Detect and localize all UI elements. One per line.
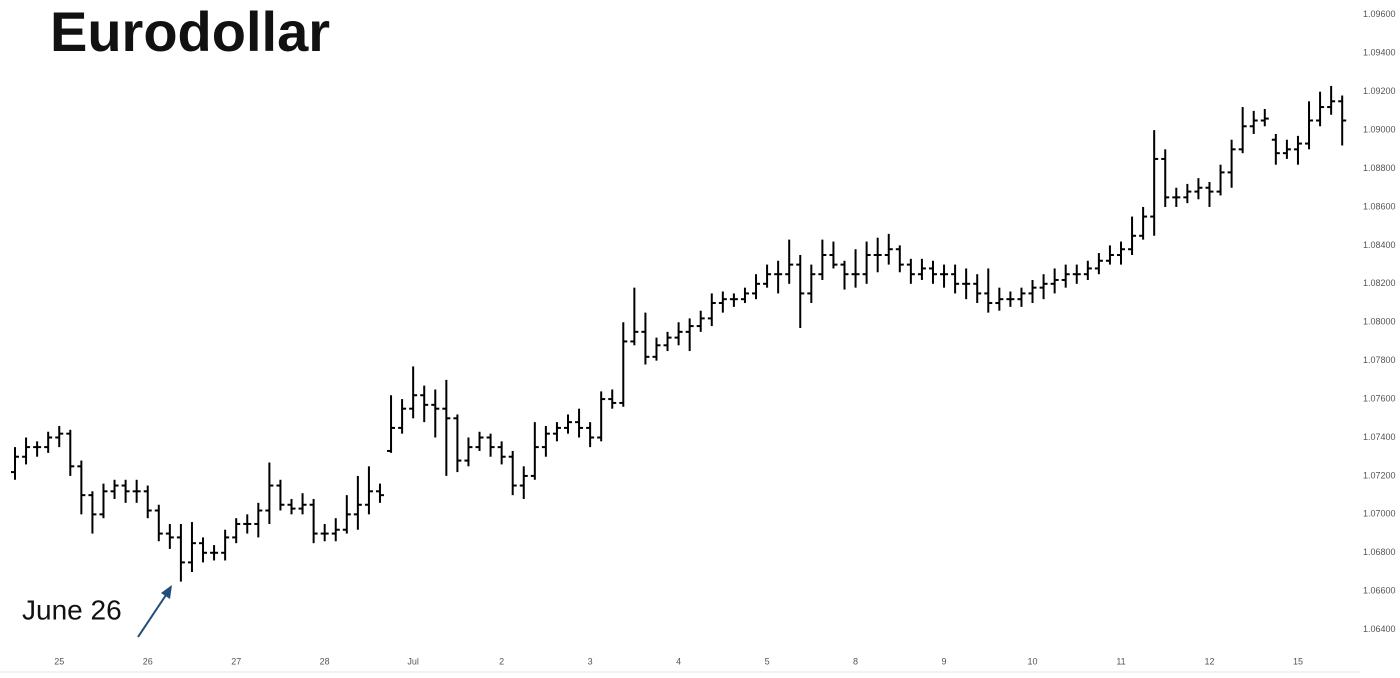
x-tick-label: 4 [676,656,681,666]
y-tick-label: 1.07200 [1363,470,1396,480]
x-tick-label: 26 [143,656,153,666]
x-tick-label: 8 [853,656,858,666]
x-tick-label: 11 [1116,656,1125,666]
x-tick-label: 25 [54,656,64,666]
annotation: June 26 [22,594,122,625]
y-tick-label: 1.06400 [1363,624,1396,634]
y-tick-label: 1.09600 [1363,9,1396,19]
x-tick-label: Jul [407,656,419,666]
x-tick-label: 5 [765,656,770,666]
y-tick-label: 1.08800 [1363,163,1396,173]
y-tick-label: 1.07800 [1363,355,1396,365]
x-tick-label: 3 [588,656,593,666]
y-tick-label: 1.08000 [1363,317,1396,327]
y-tick-label: 1.08200 [1363,278,1396,288]
y-tick-label: 1.06600 [1363,586,1396,596]
chart-title: Eurodollar [50,0,330,63]
y-tick-label: 1.08600 [1363,201,1396,211]
y-tick-label: 1.09200 [1363,86,1396,96]
x-tick-label: 28 [320,656,330,666]
arrow-head [161,585,172,599]
x-tick-label: 10 [1028,656,1038,666]
x-tick-label: 9 [942,656,947,666]
y-tick-label: 1.07000 [1363,509,1396,519]
y-tick-label: 1.08400 [1363,240,1396,250]
y-tick-label: 1.07400 [1363,432,1396,442]
y-tick-label: 1.06800 [1363,547,1396,557]
annotation-arrow [137,591,169,638]
y-tick-label: 1.09000 [1363,124,1396,134]
x-tick-label: 27 [231,656,241,666]
x-tick-label: 2 [499,656,504,666]
y-tick-label: 1.07600 [1363,393,1396,403]
y-tick-label: 1.09400 [1363,48,1396,58]
x-tick-label: 12 [1204,656,1214,666]
x-tick-label: 15 [1293,656,1303,666]
